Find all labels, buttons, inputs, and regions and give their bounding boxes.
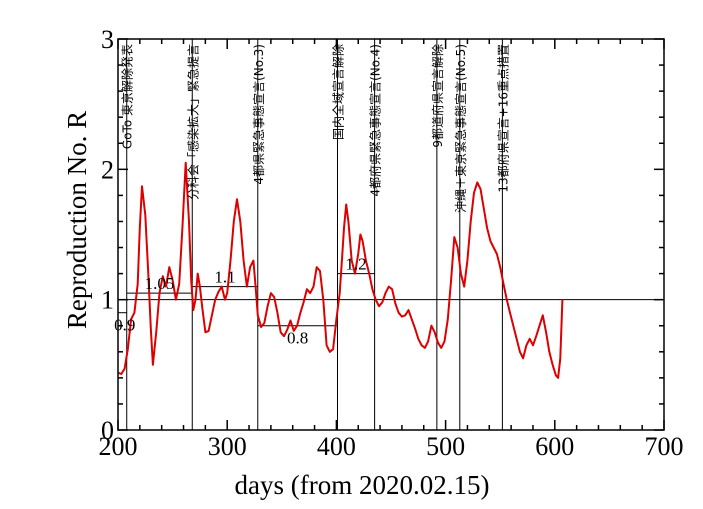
event-lines-layer (118, 39, 664, 430)
event-label: 9都道府県宣言解除 (430, 44, 445, 148)
y-axis-title: Reproduction No. R (62, 111, 92, 329)
event-label: GoTo 東京解除発表 (120, 44, 135, 149)
x-tick-label: 400 (317, 432, 356, 461)
level-label: 1.05 (145, 274, 175, 293)
event-label: 分科会「感染拡大」緊急提言 (185, 44, 200, 200)
text-layer: GoTo 東京解除発表 分科会「感染拡大」緊急提言 4都県緊急事態宣言(No.3) 国… (99, 25, 684, 461)
x-tick-label: 500 (426, 432, 465, 461)
y-tick-label: 3 (101, 25, 114, 54)
x-tick-label: 300 (208, 432, 247, 461)
event-label: 沖縄＋東京緊急事態宣言(No.5) (453, 44, 468, 213)
plot-frame (117, 38, 665, 431)
event-label: 4都県緊急事態宣言(No.3) (251, 44, 266, 185)
x-tick-label: 200 (99, 432, 138, 461)
level-label: 1.1 (214, 268, 235, 287)
series-layer (117, 161, 564, 379)
event-label: 4都府県緊急事態宣言(No.4) (368, 44, 383, 197)
x-tick-label: 700 (645, 432, 684, 461)
x-axis-title: days (from 2020.02.15) (235, 470, 490, 500)
level-label: 0.9 (114, 316, 135, 335)
plot-frame-layer (117, 38, 665, 431)
event-label: 国内全域宣言解除 (330, 44, 345, 140)
y-tick-label: 2 (101, 155, 114, 184)
x-tick-label: 600 (535, 432, 574, 461)
series-line (117, 161, 564, 379)
level-label: 1.2 (345, 255, 366, 274)
y-tick-label: 0 (101, 416, 114, 445)
event-label: 13都府県宣言+16重点措置 (495, 44, 510, 193)
y-tick-label: 1 (101, 286, 114, 315)
level-label: 0.8 (287, 329, 308, 348)
